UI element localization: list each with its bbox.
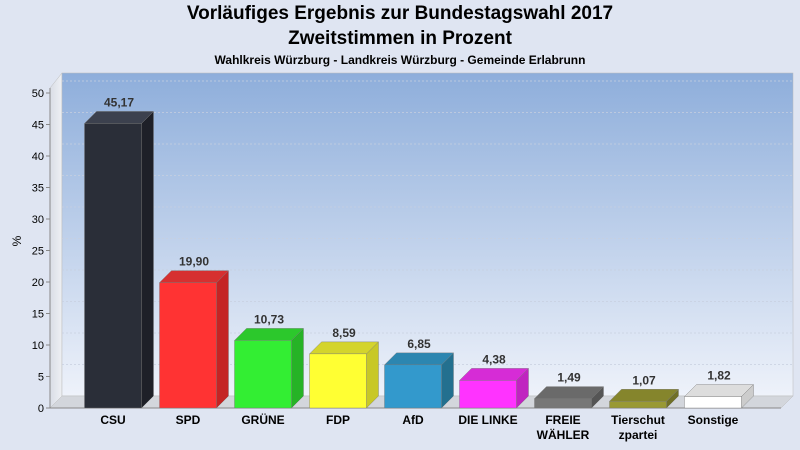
bar-value-label: 45,17 bbox=[104, 95, 134, 109]
bar-front bbox=[309, 353, 367, 409]
category-label: AfD bbox=[402, 413, 424, 427]
category-label: GRÜNE bbox=[241, 412, 284, 427]
bar-value-label: 1,82 bbox=[707, 369, 731, 383]
bar-front bbox=[459, 380, 517, 409]
bar-value-label: 8,59 bbox=[332, 326, 356, 340]
bar: 8,59 bbox=[309, 326, 379, 409]
bar-value-label: 4,38 bbox=[482, 352, 506, 366]
bar: 19,90 bbox=[159, 255, 229, 409]
y-tick-label: 40 bbox=[32, 151, 44, 163]
bar-value-label: 1,49 bbox=[557, 371, 581, 385]
bar-front bbox=[234, 340, 292, 409]
plot-left-wall bbox=[49, 72, 63, 409]
bar-value-label: 10,73 bbox=[254, 312, 284, 326]
bar: 4,38 bbox=[459, 352, 529, 409]
y-tick-label: 15 bbox=[32, 309, 44, 321]
bar-top bbox=[84, 111, 154, 124]
bar-front bbox=[684, 396, 742, 409]
bar-top bbox=[459, 368, 529, 381]
bar: 10,73 bbox=[234, 312, 304, 409]
y-tick-label: 25 bbox=[32, 246, 44, 258]
bar-front bbox=[384, 364, 442, 409]
bar-value-label: 1,07 bbox=[632, 373, 656, 387]
bar: 1,07 bbox=[609, 373, 679, 409]
bar-top bbox=[609, 389, 679, 402]
bar-side bbox=[141, 110, 154, 409]
bar-top bbox=[534, 386, 604, 399]
bar-top bbox=[234, 328, 304, 341]
y-tick-label: 50 bbox=[32, 88, 44, 100]
y-tick-label: 45 bbox=[32, 120, 44, 132]
bar-top bbox=[309, 341, 379, 355]
y-tick-label: 35 bbox=[32, 183, 44, 195]
bar: 45,17 bbox=[84, 95, 154, 409]
category-label: Sonstige bbox=[688, 413, 739, 427]
bar: 6,85 bbox=[384, 337, 454, 409]
chart-title: Vorläufiges Ergebnis zur Bundestagswahl … bbox=[186, 3, 614, 24]
y-tick-label: 0 bbox=[38, 403, 44, 415]
category-label: FDP bbox=[326, 413, 350, 427]
bar-top bbox=[384, 352, 454, 366]
bar-top bbox=[159, 270, 229, 283]
category-label: FREIE WÄHLER bbox=[537, 413, 590, 442]
chart-subtitle: Zweitstimmen in Prozent bbox=[288, 28, 512, 49]
y-tick-label: 5 bbox=[38, 372, 44, 384]
bar-side bbox=[291, 327, 304, 409]
y-tick-label: 20 bbox=[32, 277, 44, 289]
bar-front bbox=[159, 282, 217, 409]
category-labels: CSU SPD GRÜNE FDP AfD DIE LINKE FREIE WÄHLER Tie… bbox=[100, 412, 738, 442]
category-label: Tierschut zpartei bbox=[611, 413, 665, 442]
bar-top bbox=[684, 384, 754, 397]
bar: 1,82 bbox=[684, 369, 754, 409]
y-axis-label: % bbox=[10, 235, 24, 246]
bar-value-label: 19,90 bbox=[179, 255, 209, 269]
category-label: CSU bbox=[100, 413, 125, 427]
y-axis-ticks: 0 5 10 15 20 25 30 35 40 45 50 bbox=[32, 88, 50, 415]
bar-side bbox=[216, 270, 229, 409]
bars: 45,17 19,90 10,73 8,59 6,85 4,38 1,49 1,07 1,82 bbox=[84, 95, 754, 409]
bar-front bbox=[609, 401, 667, 409]
y-tick-label: 10 bbox=[32, 340, 44, 352]
bar-front bbox=[534, 398, 592, 409]
category-label: DIE LINKE bbox=[458, 413, 517, 427]
category-label: SPD bbox=[176, 413, 201, 427]
bar-front bbox=[84, 123, 142, 409]
bar-value-label: 6,85 bbox=[407, 337, 431, 351]
y-tick-label: 30 bbox=[32, 214, 44, 226]
chart-region-subtitle: Wahlkreis Würzburg - Landkreis Würzburg … bbox=[214, 53, 586, 67]
bar: 1,49 bbox=[534, 371, 604, 409]
